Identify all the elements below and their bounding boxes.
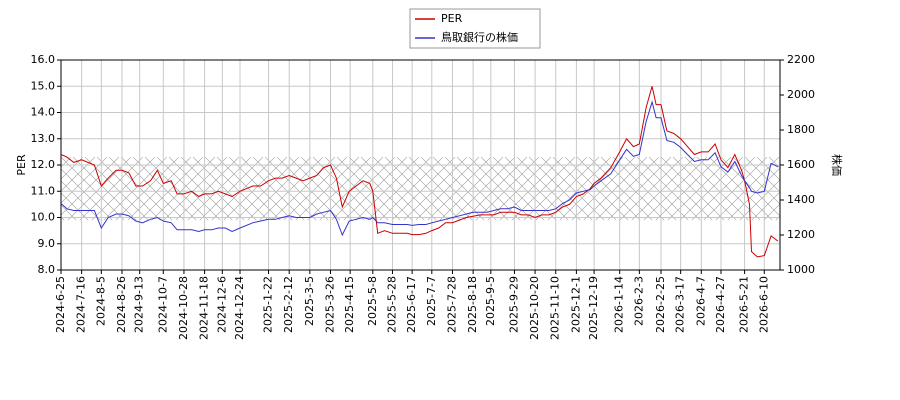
y2-tick-label: 1800 (787, 123, 815, 136)
y-tick-label: 16.0 (31, 53, 56, 66)
series-line (60, 100, 779, 237)
x-tick-label: 2026-4-7 (694, 276, 707, 326)
y2-tick-label: 2200 (787, 53, 815, 66)
x-tick-label: 2025-5-28 (385, 276, 398, 333)
x-tick-label: 2026-2-3 (632, 276, 645, 326)
x-tick-label: 2026-6-10 (757, 276, 770, 333)
x-tick-label: 2026-2-25 (654, 276, 667, 333)
y-tick-label: 10.0 (31, 211, 56, 224)
y2-tick-label: 1400 (787, 193, 815, 206)
y-tick-label: 9.0 (38, 237, 56, 250)
plot-frame (60, 59, 781, 271)
series-line (60, 86, 779, 258)
x-tick-label: 2026-3-17 (674, 276, 687, 333)
x-tick-label: 2025-11-10 (549, 276, 562, 340)
y-axis-label: PER (15, 154, 28, 176)
x-tick-label: 2026-4-27 (714, 276, 727, 333)
x-tick-label: 2025-1-22 (262, 276, 275, 333)
x-tick-label: 2024-7-16 (75, 276, 88, 333)
x-tick-label: 2024-10-7 (156, 276, 169, 333)
x-tick-label: 2025-12-1 (569, 276, 582, 333)
x-tick-label: 2024-8-26 (115, 276, 128, 333)
x-tick-label: 2025-9-5 (484, 276, 497, 326)
legend-label: PER (441, 12, 463, 25)
y2-tick-label: 1000 (787, 263, 815, 276)
x-tick-label: 2025-6-17 (405, 276, 418, 333)
y-tick-label: 14.0 (31, 106, 56, 119)
legend-box (409, 8, 541, 49)
y2-tick-label: 1600 (787, 158, 815, 171)
y-tick-label: 15.0 (31, 79, 56, 92)
x-tick-label: 2025-9-29 (507, 276, 520, 333)
x-tick-label: 2024-12-24 (233, 276, 246, 340)
x-tick-label: 2025-5-8 (366, 276, 379, 326)
x-tick-label: 2024-9-13 (133, 276, 146, 333)
x-tick-label: 2025-7-7 (425, 276, 438, 326)
x-tick-label: 2025-2-12 (282, 276, 295, 333)
x-tick-label: 2024-12-6 (215, 276, 228, 333)
y-tick-label: 8.0 (38, 263, 56, 276)
x-tick-label: 2026-5-21 (738, 276, 751, 333)
band (61, 157, 780, 221)
x-tick-label: 2025-12-19 (587, 276, 600, 340)
y2-tick-label: 2000 (787, 88, 815, 101)
x-tick-label: 2025-3-26 (324, 276, 337, 333)
x-tick-label: 2025-3-5 (303, 276, 316, 326)
y2-tick-label: 1200 (787, 228, 815, 241)
x-tick-label: 2024-10-28 (177, 276, 190, 340)
x-tick-label: 2025-10-20 (528, 276, 541, 340)
x-tick-label: 2024-8-5 (94, 276, 107, 326)
x-tick-label: 2024-11-18 (198, 276, 211, 340)
y2-axis-label: 株価 (830, 154, 844, 176)
y-tick-label: 13.0 (31, 132, 56, 145)
x-tick-label: 2025-4-15 (343, 276, 356, 333)
y-tick-label: 12.0 (31, 158, 56, 171)
x-tick-label: 2024-6-25 (54, 276, 67, 333)
x-tick-label: 2025-8-18 (466, 276, 479, 333)
x-tick-label: 2025-7-28 (445, 276, 458, 333)
y-tick-label: 11.0 (31, 184, 56, 197)
x-tick-label: 2026-1-14 (613, 276, 626, 333)
legend-label: 鳥取銀行の株価 (441, 30, 518, 44)
